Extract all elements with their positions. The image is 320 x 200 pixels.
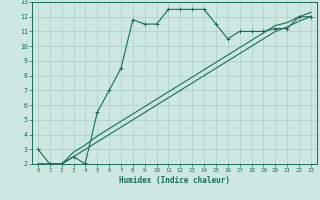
- X-axis label: Humidex (Indice chaleur): Humidex (Indice chaleur): [119, 176, 230, 185]
